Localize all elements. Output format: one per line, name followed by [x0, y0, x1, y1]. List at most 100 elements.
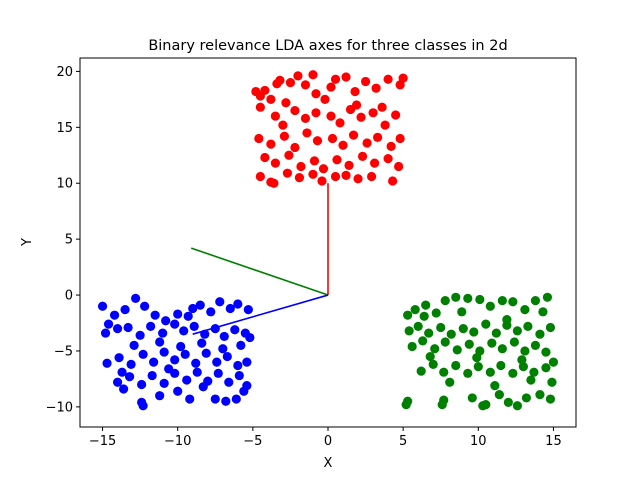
scatter-point	[451, 292, 461, 302]
scatter-point	[146, 321, 156, 331]
scatter-point	[272, 79, 282, 89]
scatter-point	[413, 321, 423, 331]
scatter-point	[463, 293, 473, 304]
scatter-point	[344, 160, 354, 170]
scatter-point	[243, 304, 253, 315]
scatter-point	[103, 319, 114, 329]
x-tick-label: −10	[164, 434, 191, 449]
scatter-point	[155, 391, 165, 401]
scatter-point	[173, 386, 183, 396]
scatter-point	[173, 309, 183, 319]
scatter-point	[368, 108, 378, 118]
scatter-point	[192, 367, 202, 377]
scatter-point	[535, 389, 545, 400]
scatter-point	[135, 330, 145, 340]
scatter-point	[529, 367, 539, 377]
scatter-point	[348, 130, 359, 140]
scatter-point	[158, 328, 168, 338]
scatter-point	[517, 355, 527, 365]
scatter-point	[485, 367, 495, 377]
scatter-point	[520, 346, 530, 356]
scatter-point	[215, 297, 225, 307]
scatter-point	[440, 337, 450, 347]
scatter-point	[126, 359, 136, 369]
x-tick-label: 10	[470, 434, 487, 449]
scatter-point	[270, 158, 280, 168]
scatter-point	[284, 150, 294, 160]
scatter-point	[494, 389, 504, 400]
scatter-point	[371, 83, 381, 93]
scatter-point	[357, 151, 368, 161]
scatter-point	[102, 358, 112, 368]
scatter-series-1	[97, 293, 255, 411]
scatter-point	[149, 357, 159, 367]
scatter-point	[535, 329, 545, 339]
scatter-point	[147, 370, 157, 381]
scatter-point	[185, 394, 195, 404]
scatter-point	[521, 393, 532, 403]
scatter-point	[312, 136, 323, 146]
x-tick-label: −15	[89, 434, 116, 449]
scatter-point	[330, 171, 341, 182]
scatter-point	[439, 395, 449, 405]
scatter-point	[159, 378, 169, 388]
scatter-point	[300, 113, 311, 123]
scatter-point	[239, 386, 249, 396]
scatter-point	[377, 102, 387, 112]
scatter-point	[317, 176, 327, 186]
scatter-point	[161, 316, 171, 326]
scatter-point	[538, 307, 548, 317]
scatter-point	[419, 311, 429, 321]
scatter-point	[300, 80, 311, 90]
scatter-point	[150, 310, 160, 320]
x-tick-label: 15	[545, 434, 562, 449]
scatter-point	[137, 379, 147, 390]
scatter-point	[497, 296, 507, 306]
scatter-point	[260, 152, 270, 163]
scatter-point	[351, 100, 362, 110]
scatter-point	[201, 348, 211, 358]
scatter-point	[318, 164, 329, 174]
scatter-point	[338, 140, 348, 150]
scatter-point	[467, 393, 477, 403]
scatter-point	[473, 362, 483, 372]
scatter-point	[341, 72, 351, 82]
scatter-point	[188, 303, 198, 314]
scatter-point	[225, 303, 235, 314]
scatter-point	[530, 340, 541, 350]
scatter-point	[278, 120, 288, 130]
scatter-point	[234, 370, 244, 381]
scatter-point	[458, 324, 468, 334]
scatter-point	[236, 340, 246, 350]
scatter-point	[233, 360, 243, 371]
y-tick-label: 10	[56, 177, 73, 192]
scatter-point	[198, 382, 208, 392]
scatter-point	[112, 324, 123, 334]
scatter-point	[464, 339, 474, 349]
scatter-point	[97, 301, 108, 311]
scatter-point	[326, 111, 336, 121]
scatter-point	[335, 118, 345, 128]
scatter-point	[475, 294, 485, 305]
lda-axis-line-2	[192, 294, 329, 335]
y-tick-label: −10	[46, 400, 73, 415]
scatter-point	[545, 394, 556, 404]
scatter-point	[309, 156, 320, 166]
x-tick-label: −5	[243, 434, 262, 449]
scatter-point	[509, 337, 519, 347]
scatter-point	[326, 82, 336, 92]
scatter-point	[212, 357, 222, 367]
plot-area	[97, 70, 559, 411]
scatter-point	[327, 133, 338, 144]
scatter-point	[255, 102, 265, 112]
scatter-point	[490, 381, 500, 391]
scatter-point	[138, 349, 148, 359]
scatter-point	[183, 311, 193, 321]
scatter-point	[221, 396, 231, 406]
scatter-point	[290, 105, 300, 116]
scatter-point	[472, 353, 482, 363]
scatter-point	[496, 360, 506, 371]
scatter-point	[182, 375, 192, 385]
scatter-point	[530, 296, 541, 306]
